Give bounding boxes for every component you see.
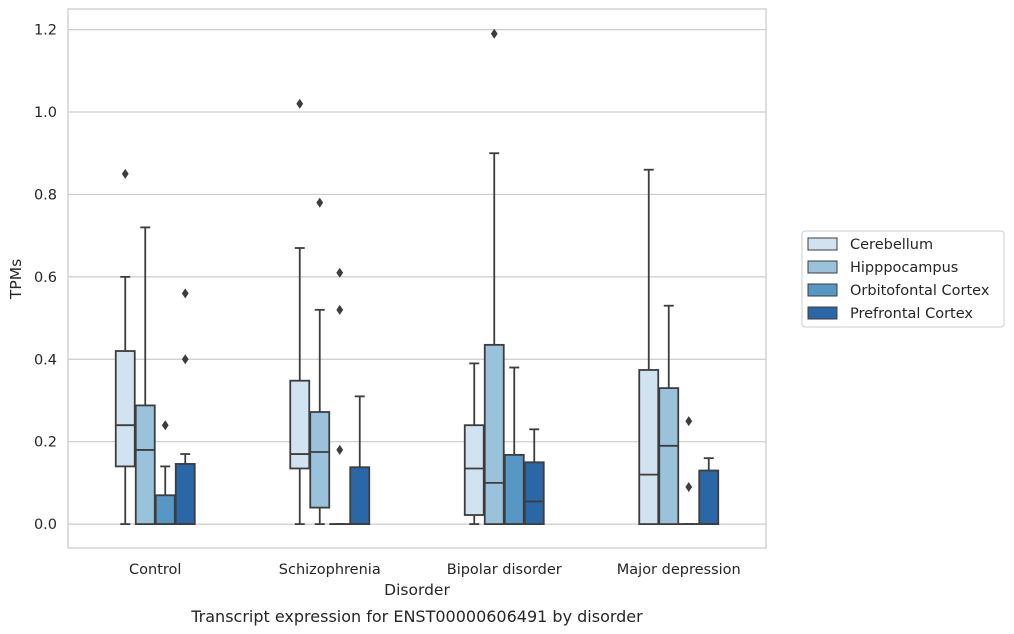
outlier-0 — [316, 197, 324, 208]
y-tick-labels: 0.0 0.2 0.4 0.6 0.8 1.0 1.2 — [34, 23, 57, 533]
outlier-0 — [181, 354, 189, 365]
legend-swatch-2 — [807, 283, 838, 297]
iqr-box — [154, 494, 176, 525]
box-2-2 — [503, 366, 525, 525]
boxplot-marks — [114, 28, 720, 526]
legend-swatch-1 — [807, 260, 838, 274]
box-3-2 — [678, 416, 700, 526]
chart-caption: Transcript expression for ENST0000060649… — [190, 607, 643, 626]
iqr-box — [309, 411, 331, 509]
iqr-box — [503, 453, 525, 525]
legend-label-0: Cerebellum — [850, 237, 933, 253]
iqr-box — [114, 350, 136, 468]
box-1-3 — [349, 395, 371, 525]
legend-label-3: Prefrontal Cortex — [850, 306, 973, 322]
iqr-box — [463, 424, 485, 516]
legend-label-1: Hipppocampus — [850, 260, 958, 276]
outlier-1 — [685, 416, 693, 427]
outlier-1 — [181, 288, 189, 299]
iqr-box — [638, 369, 660, 525]
outlier-0 — [296, 98, 304, 109]
legend-swatch-3 — [807, 306, 838, 320]
iqr-box — [349, 466, 371, 525]
legend-label-2: Orbitofontal Cortex — [850, 283, 990, 299]
y-tick-label-1: 0.2 — [34, 435, 57, 451]
box-0-3 — [174, 288, 196, 525]
box-0-1 — [134, 226, 156, 525]
plot-frame — [67, 8, 767, 549]
outlier-0 — [490, 28, 498, 39]
y-tick-label-2: 0.4 — [34, 352, 57, 368]
legend-swatch-0 — [807, 237, 838, 251]
outlier-0 — [336, 444, 344, 455]
iqr-box — [658, 387, 680, 525]
outlier-2 — [336, 267, 344, 278]
y-tick-label-4: 0.8 — [34, 187, 57, 203]
x-tick-label-3: Major depression — [617, 562, 741, 578]
iqr-box — [483, 343, 505, 525]
y-tick-label-3: 0.6 — [34, 270, 57, 286]
outlier-0 — [121, 168, 129, 179]
iqr-box — [289, 379, 311, 470]
iqr-box — [174, 463, 196, 525]
x-tick-labels: Control Schizophrenia Bipolar disorder Majo… — [129, 562, 741, 578]
legend: Cerebellum Hipppocampus Orbitofontal Corte… — [801, 230, 1005, 328]
iqr-box — [134, 404, 156, 525]
y-tick-label-0: 0.0 — [34, 517, 57, 533]
box-0-0 — [114, 168, 136, 525]
box-2-3 — [523, 428, 545, 525]
box-1-1 — [309, 197, 331, 525]
x-tick-label-2: Bipolar disorder — [447, 562, 562, 578]
box-1-2 — [329, 267, 351, 526]
y-axis-label: TPMs — [7, 259, 25, 300]
outlier-1 — [336, 304, 344, 315]
y-tick-label-6: 1.2 — [34, 23, 57, 39]
iqr-box — [523, 461, 545, 525]
legend-frame — [801, 230, 1005, 328]
iqr-box — [698, 469, 720, 525]
box-2-1 — [483, 28, 505, 525]
x-tick-label-1: Schizophrenia — [279, 562, 381, 578]
box-0-2 — [154, 420, 176, 525]
x-axis-label: Disorder — [384, 581, 450, 599]
y-tick-label-5: 1.0 — [34, 105, 57, 121]
box-1-0 — [289, 98, 311, 525]
box-3-0 — [638, 168, 660, 525]
x-tick-label-0: Control — [129, 562, 181, 578]
outlier-0 — [685, 482, 693, 493]
box-2-0 — [463, 362, 485, 525]
outlier-0 — [161, 420, 169, 431]
box-3-3 — [698, 457, 720, 525]
box-3-1 — [658, 304, 680, 525]
